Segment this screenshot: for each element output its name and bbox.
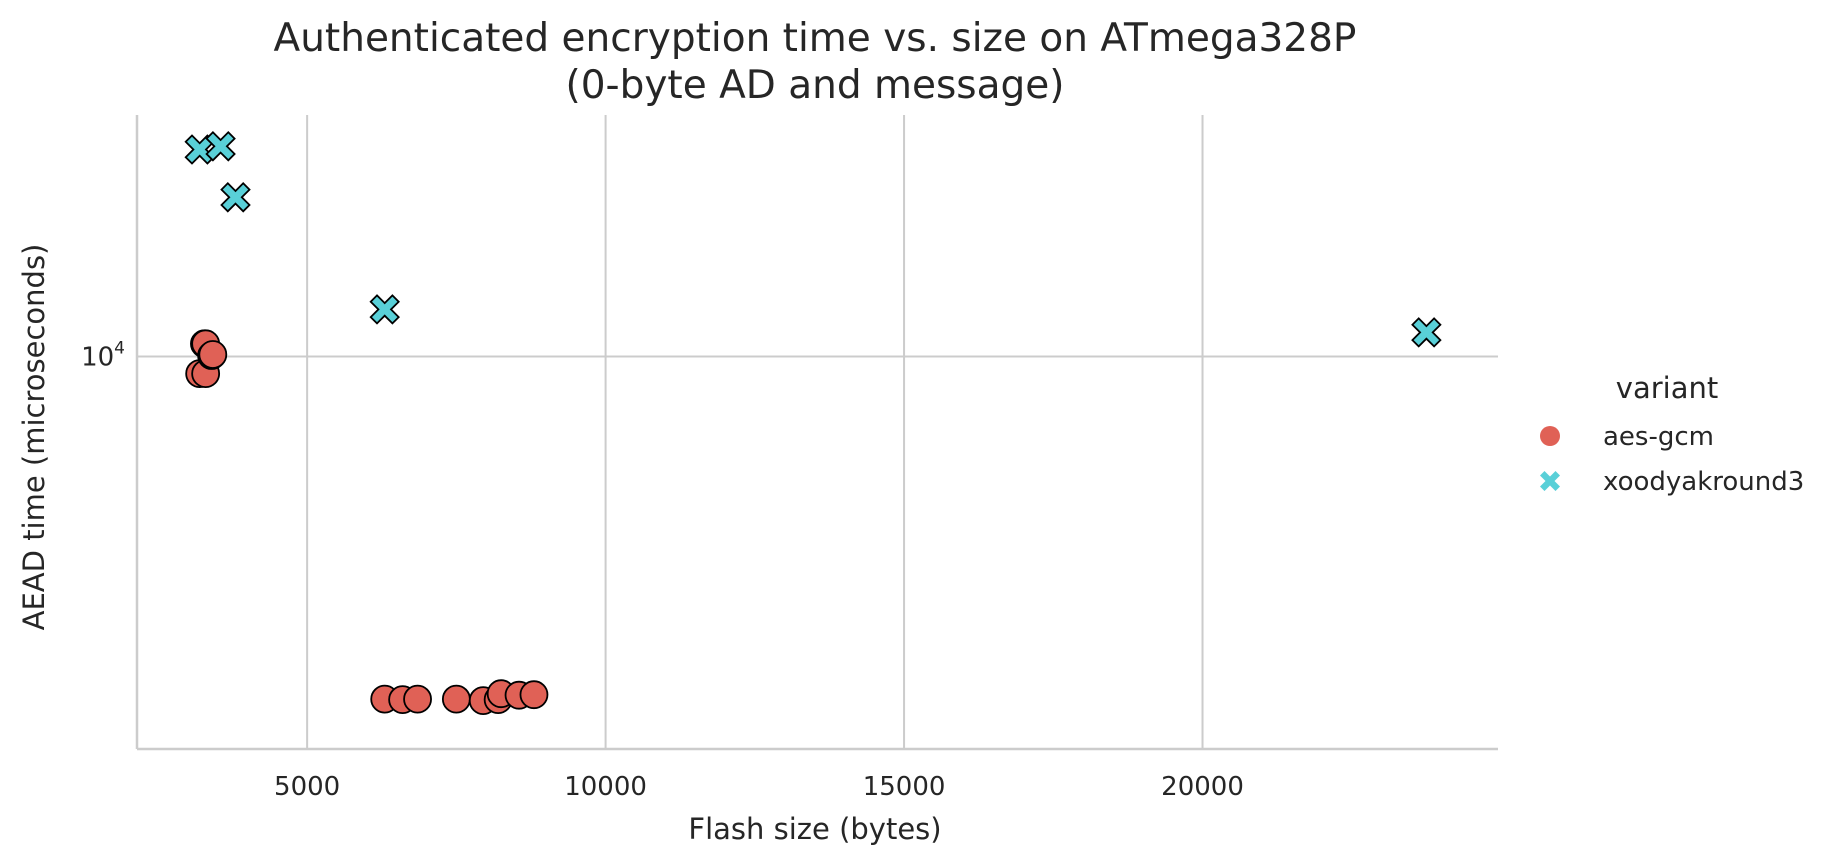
xoodyakround3-point [205, 131, 236, 162]
x-tick-label: 10000 [564, 772, 647, 802]
legend-item-xoodyakround3: xoodyakround3 [1540, 467, 1804, 497]
x-axis-label: Flash size (bytes) [688, 812, 941, 846]
legend-title: variant [1616, 371, 1718, 405]
chart-title-line-1: Authenticated encryption time vs. size o… [274, 16, 1357, 61]
xoodyakround3-point [1411, 317, 1442, 348]
legend-label-xoodyakround3: xoodyakround3 [1603, 467, 1804, 497]
legend-marker-aes-gcm [1540, 426, 1560, 446]
series-aes-gcm [185, 329, 549, 715]
xoodyakround3-point [184, 134, 215, 165]
series-xoodyakround3 [184, 131, 1442, 348]
x-tick-label: 15000 [863, 772, 946, 802]
tick-labels: 5000 10000 15000 20000 104 [81, 338, 1244, 802]
y-axis-label: AEAD time (microseconds) [17, 244, 51, 631]
xoodyakround3-point [220, 182, 251, 213]
x-tick-label: 20000 [1161, 772, 1244, 802]
aes-gcm-point [441, 684, 471, 714]
legend-label-aes-gcm: aes-gcm [1603, 422, 1714, 452]
axes-spines [135, 115, 1498, 751]
legend: variant aes-gcm xoodyakround3 [1540, 371, 1804, 497]
xoodyakround3-point [369, 294, 400, 325]
chart-title-line-2: (0-byte AD and message) [566, 63, 1065, 108]
legend-item-aes-gcm: aes-gcm [1540, 422, 1714, 452]
aes-gcm-point [403, 684, 432, 714]
aes-gcm-point [519, 680, 549, 710]
legend-marker-xoodyakround3 [1540, 471, 1560, 491]
x-tick-label: 5000 [274, 772, 340, 802]
grid-lines [137, 115, 1498, 749]
data-points [184, 131, 1442, 715]
aes-gcm-point [198, 340, 228, 369]
y-tick-label: 104 [81, 338, 125, 372]
